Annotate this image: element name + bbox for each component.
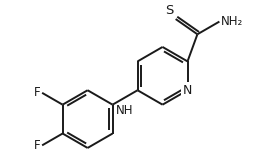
Text: NH: NH [116,104,134,117]
Text: NH₂: NH₂ [221,15,243,28]
Text: N: N [183,84,192,97]
Text: S: S [165,5,174,18]
Text: F: F [33,139,40,152]
Text: F: F [33,86,40,99]
